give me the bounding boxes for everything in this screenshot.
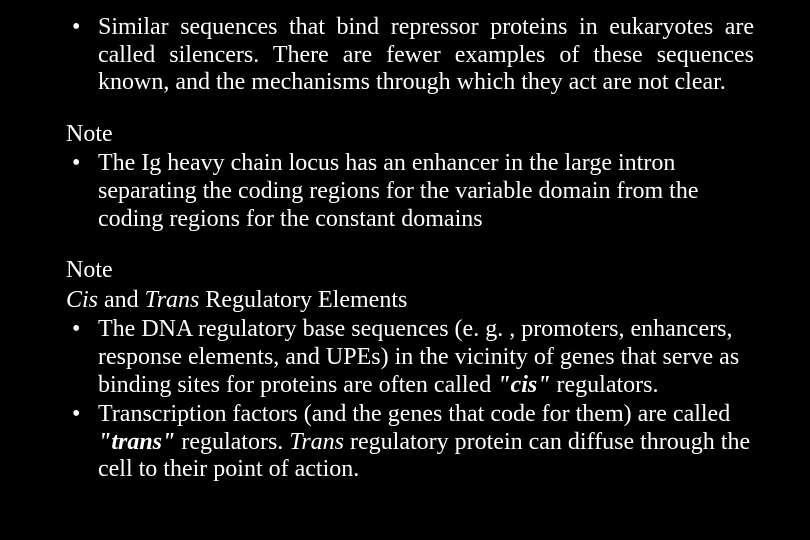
bullet-item: Similar sequences that bind repressor pr… (66, 14, 754, 97)
bullet-list-2: The Ig heavy chain locus has an enhancer… (66, 150, 754, 233)
section-2: Note The Ig heavy chain locus has an enh… (66, 121, 754, 233)
subtitle-cis-trans: Cis and Trans Regulatory Elements (66, 287, 754, 315)
note-label: Note (66, 121, 754, 149)
bullet-list-1: Similar sequences that bind repressor pr… (66, 14, 754, 97)
section-3: Note Cis and Trans Regulatory Elements T… (66, 257, 754, 484)
section-1: Similar sequences that bind repressor pr… (66, 14, 754, 97)
bullet-list-3: The DNA regulatory base sequences (e. g.… (66, 316, 754, 484)
note-label: Note (66, 257, 754, 285)
bullet-item: Transcription factors (and the genes tha… (66, 401, 754, 484)
bullet-item: The DNA regulatory base sequences (e. g.… (66, 316, 754, 399)
bullet-item: The Ig heavy chain locus has an enhancer… (66, 150, 754, 233)
